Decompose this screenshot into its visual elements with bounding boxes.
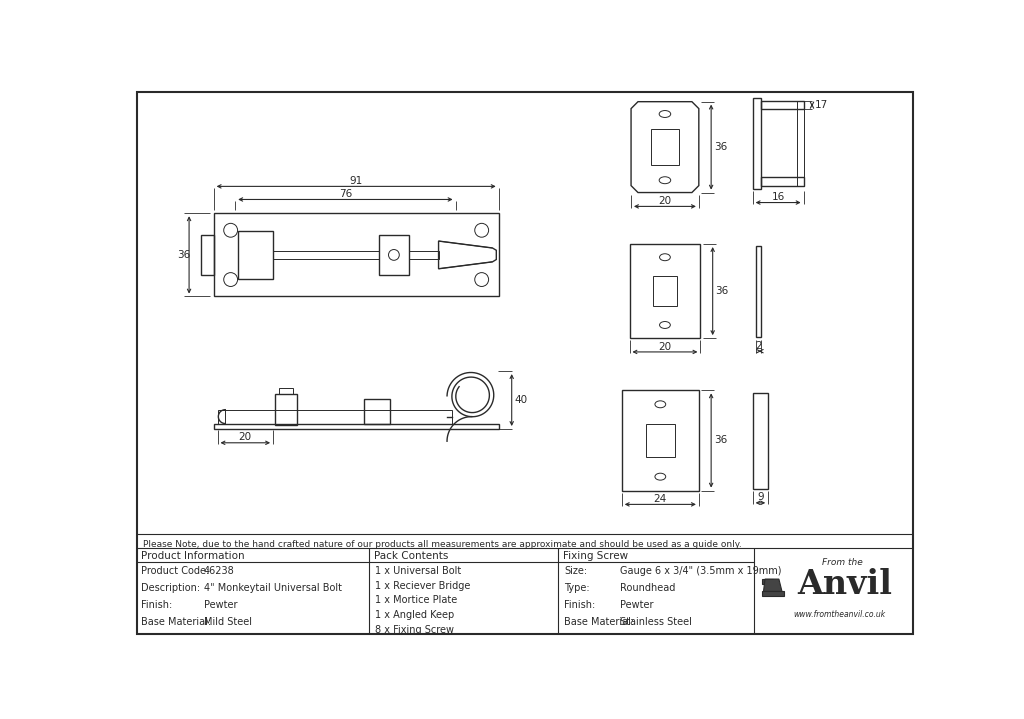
Bar	[798, 101, 804, 186]
Bar	[214, 214, 499, 296]
Bar	[379, 235, 409, 275]
Text: 20: 20	[658, 196, 672, 206]
Text: 40: 40	[514, 395, 527, 405]
Text: Anvil: Anvil	[797, 567, 892, 600]
Text: 20: 20	[658, 342, 672, 352]
Bar	[217, 410, 453, 423]
Text: 17: 17	[815, 100, 827, 110]
Text: Stainless Steel: Stainless Steel	[620, 617, 691, 627]
Text: 9: 9	[757, 493, 764, 503]
Text: Please Note, due to the hand crafted nature of our products all measurements are: Please Note, due to the hand crafted nat…	[143, 540, 741, 549]
Text: Description:: Description:	[141, 583, 201, 593]
Text: Size:: Size:	[564, 566, 587, 576]
Text: 4" Monkeytail Universal Bolt: 4" Monkeytail Universal Bolt	[204, 583, 342, 593]
Text: Mild Steel: Mild Steel	[204, 617, 252, 627]
Bar	[214, 423, 499, 429]
Text: Roundhead: Roundhead	[620, 583, 675, 593]
Bar	[761, 101, 804, 109]
Text: 1 x Universal Bolt: 1 x Universal Bolt	[376, 566, 462, 576]
Bar	[239, 231, 273, 279]
Polygon shape	[762, 579, 773, 584]
Text: 36: 36	[714, 142, 727, 152]
Bar	[273, 251, 379, 259]
Text: 36: 36	[716, 286, 728, 296]
Text: 1 x Reciever Bridge: 1 x Reciever Bridge	[376, 581, 471, 590]
Bar	[364, 399, 390, 423]
Bar	[753, 393, 768, 489]
Text: 36: 36	[714, 436, 727, 446]
Text: 1 x Mortice Plate: 1 x Mortice Plate	[376, 595, 458, 605]
Text: Gauge 6 x 3/4" (3.5mm x 19mm): Gauge 6 x 3/4" (3.5mm x 19mm)	[620, 566, 781, 576]
Bar	[651, 129, 679, 165]
Bar	[753, 98, 761, 188]
Bar	[756, 247, 761, 337]
Text: 1 x Angled Keep: 1 x Angled Keep	[376, 610, 455, 620]
Bar	[202, 235, 214, 275]
Polygon shape	[764, 579, 782, 592]
Text: 91: 91	[349, 176, 362, 186]
Text: 46238: 46238	[204, 566, 234, 576]
Text: From the: From the	[822, 557, 863, 567]
Bar	[630, 244, 700, 338]
Text: 8 x Fixing Screw: 8 x Fixing Screw	[376, 625, 455, 634]
Text: Type:: Type:	[564, 583, 590, 593]
Text: Product Information: Product Information	[141, 551, 245, 562]
Text: Product Code:: Product Code:	[141, 566, 210, 576]
Text: Base Material:: Base Material:	[564, 617, 634, 627]
Polygon shape	[762, 592, 783, 596]
Bar	[409, 251, 438, 259]
Text: 36: 36	[177, 250, 190, 260]
Text: 20: 20	[239, 432, 252, 442]
Bar	[652, 275, 677, 306]
Text: Base Material:: Base Material:	[141, 617, 212, 627]
Text: Finish:: Finish:	[141, 600, 173, 610]
Text: 76: 76	[339, 189, 352, 199]
Text: Pewter: Pewter	[204, 600, 238, 610]
Bar	[622, 390, 698, 490]
Text: 16: 16	[771, 192, 784, 202]
Text: Finish:: Finish:	[564, 600, 595, 610]
Text: Pack Contents: Pack Contents	[374, 551, 449, 562]
Text: Fixing Screw: Fixing Screw	[562, 551, 628, 562]
Text: 24: 24	[653, 494, 667, 504]
Bar	[761, 177, 804, 186]
Text: Pewter: Pewter	[620, 600, 653, 610]
Bar	[275, 394, 297, 425]
Bar	[646, 423, 675, 457]
Text: www.fromtheanvil.co.uk: www.fromtheanvil.co.uk	[794, 610, 886, 619]
Bar	[280, 388, 293, 394]
Text: 2: 2	[755, 341, 762, 351]
